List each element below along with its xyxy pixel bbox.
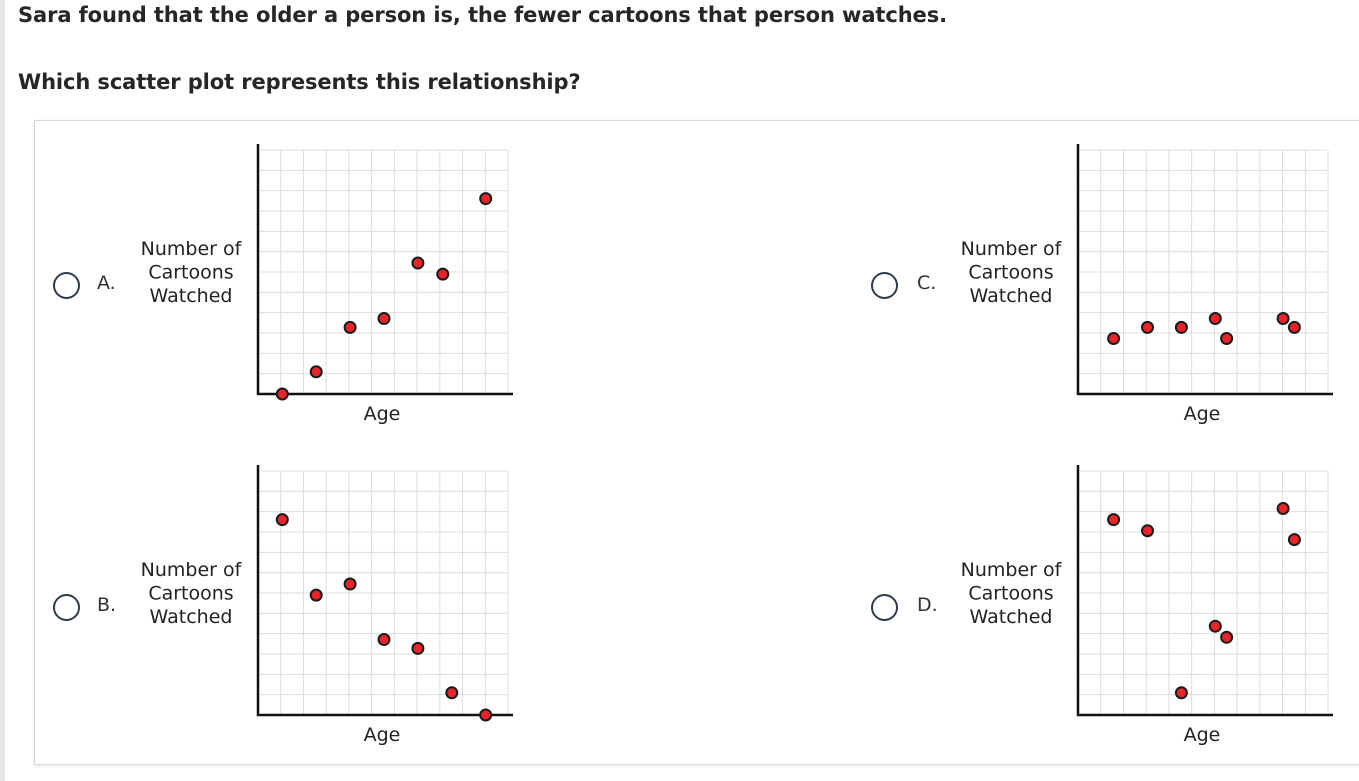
scatter-point-a [377, 312, 391, 326]
scatter-point-a [343, 320, 357, 334]
scatter-point-d [1141, 524, 1154, 538]
scatter-point-a [309, 365, 323, 379]
scatter-point-c [1220, 332, 1234, 345]
scatter-point-d [1174, 686, 1188, 700]
scatter-point-a [479, 192, 493, 206]
scatter-point-c [1107, 332, 1121, 345]
scatter-point-c [1276, 312, 1290, 326]
data-points [1107, 502, 1301, 700]
choice-b-label[interactable]: B. [97, 594, 117, 616]
y-axis-label-line: Cartoons [968, 583, 1053, 605]
scatter-point-a [275, 387, 289, 401]
scatter-point-a [411, 256, 425, 270]
scatter-point-c [1174, 320, 1188, 334]
y-axis-label-line: Watched [150, 285, 233, 307]
choice-c-label[interactable]: C. [917, 272, 937, 294]
scatter-point-a [436, 267, 450, 281]
scatter-point-b [479, 708, 493, 722]
y-axis-label-line: Watched [970, 606, 1053, 628]
y-axis-label-line: Number of [141, 238, 243, 260]
x-axis-label: Age [364, 403, 401, 425]
grid-lines [1078, 149, 1329, 394]
left-rule [0, 0, 5, 781]
scatter-point-d [1107, 513, 1121, 527]
data-points [1107, 312, 1301, 345]
scatter-point-c [1287, 320, 1301, 334]
scatter-point-b [411, 641, 425, 655]
x-axis-label: Age [1184, 403, 1221, 425]
grid-lines [258, 470, 509, 715]
data-points [275, 192, 493, 401]
scatter-point-c [1208, 312, 1222, 326]
question-statement: Sara found that the older a person is, t… [18, 3, 947, 27]
grid-lines [258, 149, 509, 394]
radio-choice-a[interactable] [53, 272, 80, 299]
question-prompt: Which scatter plot represents this relat… [18, 70, 581, 94]
scatter-point-b [445, 686, 459, 700]
scatter-point-d [1220, 630, 1234, 644]
y-axis-label-line: Cartoons [968, 262, 1053, 284]
choice-d-label[interactable]: D. [917, 594, 938, 616]
choice-a-label[interactable]: A. [97, 272, 116, 294]
y-axis-label-line: Number of [961, 559, 1063, 581]
x-axis-label: Age [364, 724, 401, 746]
radio-choice-b[interactable] [53, 594, 80, 621]
data-points [275, 513, 493, 722]
scatter-point-b [377, 633, 391, 647]
x-axis-label: Age [1184, 724, 1221, 746]
scatter-point-c [1141, 320, 1154, 334]
y-axis-label-line: Number of [961, 238, 1063, 260]
scatter-point-b [309, 588, 323, 602]
grid-lines [1078, 470, 1329, 715]
y-axis-label-line: Watched [150, 606, 233, 628]
scatter-point-d [1276, 502, 1290, 516]
scatter-point-b [343, 577, 357, 591]
radio-choice-c[interactable] [871, 272, 898, 299]
answer-choices-panel [34, 120, 1359, 765]
y-axis-label-line: Watched [970, 285, 1053, 307]
radio-choice-d[interactable] [871, 594, 898, 621]
scatter-point-b [275, 513, 289, 527]
y-axis-label-line: Cartoons [148, 583, 233, 605]
y-axis-label-line: Cartoons [148, 262, 233, 284]
scatter-point-d [1208, 619, 1222, 633]
y-axis-label-line: Number of [141, 559, 243, 581]
scatter-point-d [1287, 533, 1301, 547]
